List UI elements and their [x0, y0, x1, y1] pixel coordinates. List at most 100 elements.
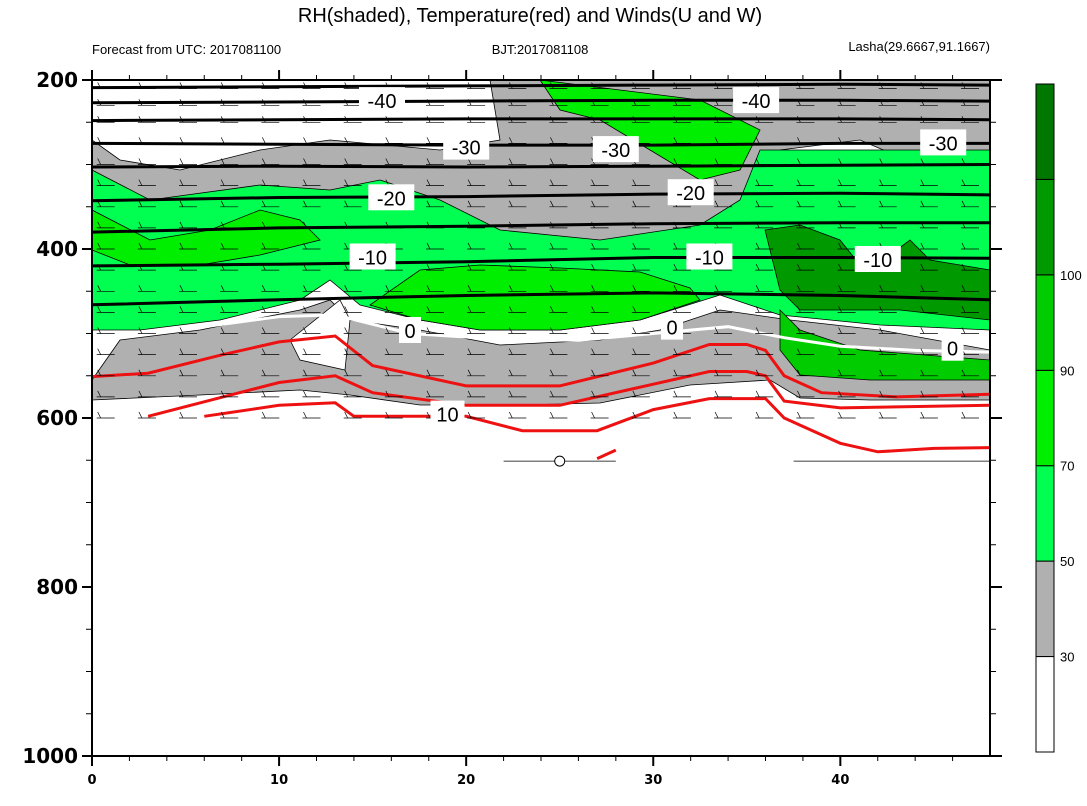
wind-barb-flag [97, 263, 102, 271]
wind-barb-flag [138, 179, 143, 186]
wind-barb-flag [220, 306, 225, 313]
contour-label-layer: -40 -40 -30 -30 -30 -20 -20 -10 -10 -10 0 0 0 10 [349, 87, 967, 427]
wind-barb-flag [220, 369, 225, 376]
wind-barb-flag [920, 411, 925, 419]
contour-label-box [667, 179, 714, 206]
rh-region-green-red-zone [779, 309, 990, 381]
wind-barb-flag [179, 200, 184, 207]
colorbar-label: 30 [1060, 650, 1074, 665]
wind-barb-flag [303, 306, 307, 313]
wind-barb-flag [220, 116, 225, 123]
wind-barb-flag [920, 390, 925, 398]
wind-barb-flag [303, 369, 307, 376]
wind-barb-flag [426, 411, 431, 419]
wind-barb-flag [838, 390, 842, 398]
wind-barb-flag [879, 158, 884, 165]
wind-barb-flag [838, 327, 842, 334]
wind-barb-flag [303, 263, 307, 271]
wind-barb-flag [426, 306, 431, 313]
wind-barb-flag [879, 327, 884, 334]
wind-barb-flag [138, 369, 143, 376]
wind-barb-flag [632, 179, 637, 186]
wind-barb-flag [385, 116, 390, 123]
wind-barb-flag [508, 369, 513, 376]
wind-barb-flag [303, 285, 307, 292]
wind-barb-flag [261, 82, 266, 89]
wind-barb-flag [961, 179, 966, 186]
wind-barb-flag [755, 369, 760, 376]
wind-barb-flag [97, 99, 102, 106]
wind-barb-flag [714, 82, 719, 89]
isotherm-black-3 [92, 141, 990, 147]
contour-label-box [430, 400, 465, 427]
wind-barb-flag [344, 348, 349, 355]
wind-barb-flag [961, 285, 966, 292]
wind-barb-flag [838, 137, 842, 144]
wind-barb-flag [755, 242, 760, 250]
contour-label-box [661, 313, 683, 340]
colorbar-label: 50 [1060, 554, 1074, 569]
wind-barb-flag [467, 411, 472, 419]
wind-barb-flag [385, 390, 390, 398]
wind-barb-flag [385, 369, 390, 376]
wind-barb-flag [550, 369, 554, 376]
wind-barb-flag [755, 327, 760, 334]
wind-barb-flag [508, 200, 513, 207]
wind-barb-flag [550, 99, 554, 106]
wind-barb-flag [920, 263, 925, 271]
wind-barb-flag [838, 306, 842, 313]
wind-barb-flag [179, 263, 184, 271]
wind-barb-flag [179, 242, 184, 250]
colorbar: 30 50 70 90 100 [1035, 83, 1082, 753]
wind-barb-flag [261, 369, 266, 376]
wind-barb-flag [920, 116, 925, 123]
wind-barb-flag [673, 369, 678, 376]
wind-barb-flag [303, 82, 307, 89]
wind-barb-flag [344, 369, 349, 376]
wind-barb-flag [920, 327, 925, 334]
wind-barb-flag [550, 327, 554, 334]
wind-barb-flag [426, 390, 431, 398]
wind-barb-flag [467, 99, 472, 106]
wind-barb-flag [220, 221, 225, 229]
isotherm-black-6 [92, 221, 990, 234]
wind-barb-flag [261, 179, 266, 186]
contour-label: -30 [929, 133, 958, 155]
wind-barb-flag [138, 306, 143, 313]
wind-barb-flag [508, 390, 513, 398]
isotherm-black-5 [92, 191, 990, 203]
forecast-note: Forecast from UTC: 2017081100 [92, 42, 281, 57]
wind-barb-flag [508, 137, 513, 144]
wind-barb-flag [385, 158, 390, 165]
isotherm-black-8 [92, 291, 990, 307]
wind-barb-flag [591, 327, 595, 334]
contour-label: -20 [377, 188, 406, 210]
contour-label: -30 [601, 140, 630, 162]
contour-label-box [854, 246, 901, 272]
wind-barb-flag [755, 200, 760, 207]
wind-barb-flag [879, 116, 884, 123]
wind-barb-flag [673, 411, 678, 419]
wind-barb-flag [550, 242, 554, 250]
wind-barb-flag [673, 221, 678, 229]
y-tick-label: 400 [36, 237, 78, 261]
wind-barb-flag [467, 369, 472, 376]
isotherm-black-4 [92, 163, 990, 169]
wind-barb-flag [591, 221, 595, 229]
wind-barb-flag [550, 158, 554, 165]
wind-barb-flag [220, 158, 225, 165]
wind-barb-flag [179, 137, 184, 144]
wind-barb-flag [467, 242, 472, 250]
wind-barb-flag [920, 369, 925, 376]
wind-barb-flag [344, 200, 349, 207]
contour-label-box [941, 334, 964, 361]
wind-barb-flag [508, 306, 513, 313]
wind-barb-flag [508, 242, 513, 250]
wind-barb-flag [632, 306, 637, 313]
wind-barb-flag [179, 411, 184, 419]
wind-barb-flag [344, 411, 349, 419]
contour-label-box [592, 136, 639, 163]
wind-barb-flag [508, 82, 513, 89]
wind-barb-flag [879, 82, 884, 89]
wind-barb-flag [344, 285, 349, 292]
